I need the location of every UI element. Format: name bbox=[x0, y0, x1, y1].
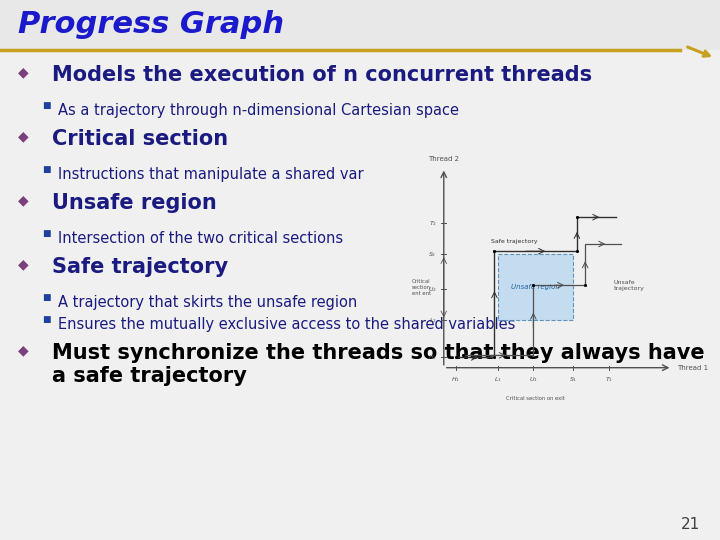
Text: Ensures the mutually exclusive access to the shared variables: Ensures the mutually exclusive access to… bbox=[58, 317, 516, 332]
Text: Unsafe region: Unsafe region bbox=[511, 284, 560, 291]
Text: Unsafe region: Unsafe region bbox=[52, 193, 217, 213]
Text: ◆: ◆ bbox=[18, 257, 29, 271]
Text: $U_1$: $U_1$ bbox=[529, 375, 538, 384]
Text: 21: 21 bbox=[680, 517, 700, 532]
Text: ◆: ◆ bbox=[18, 343, 29, 357]
Text: ◆: ◆ bbox=[18, 193, 29, 207]
Text: Models the execution of n concurrent threads: Models the execution of n concurrent thr… bbox=[52, 65, 592, 85]
Text: A trajectory that skirts the unsafe region: A trajectory that skirts the unsafe regi… bbox=[58, 295, 357, 310]
Text: Instructions that manipulate a shared var: Instructions that manipulate a shared va… bbox=[58, 167, 364, 182]
Text: ◆: ◆ bbox=[18, 65, 29, 79]
Text: $U_2$: $U_2$ bbox=[428, 285, 437, 294]
Text: ■: ■ bbox=[42, 293, 50, 302]
Text: $T_1$: $T_1$ bbox=[605, 375, 613, 384]
Text: ■: ■ bbox=[42, 165, 50, 174]
Text: $S_2$: $S_2$ bbox=[428, 250, 437, 259]
Text: Safe trajectory: Safe trajectory bbox=[491, 239, 538, 244]
Text: $H_1$: $H_1$ bbox=[451, 375, 460, 384]
Text: $L_1$: $L_1$ bbox=[494, 375, 502, 384]
Text: Critical
section
ent ent: Critical section ent ent bbox=[412, 279, 431, 295]
Text: Thread 2: Thread 2 bbox=[428, 156, 459, 161]
Text: ■: ■ bbox=[42, 315, 50, 324]
Text: ■: ■ bbox=[42, 229, 50, 238]
Bar bbox=[498, 254, 573, 320]
Text: $S_1$: $S_1$ bbox=[570, 375, 577, 384]
Text: Must synchronize the threads so that they always have
a safe trajectory: Must synchronize the threads so that the… bbox=[52, 343, 705, 386]
Text: Thread 1: Thread 1 bbox=[677, 364, 708, 370]
Text: $T_2$: $T_2$ bbox=[428, 219, 437, 228]
Text: As a trajectory through n-dimensional Cartesian space: As a trajectory through n-dimensional Ca… bbox=[58, 103, 459, 118]
Text: Critical section on exit: Critical section on exit bbox=[506, 395, 565, 401]
Text: ■: ■ bbox=[42, 101, 50, 110]
Bar bbox=[0, 0, 720, 50]
Text: Critical section: Critical section bbox=[52, 129, 228, 149]
Text: ◆: ◆ bbox=[18, 129, 29, 143]
Text: $L_2$: $L_2$ bbox=[429, 316, 437, 325]
Text: Unsafe
trajectory: Unsafe trajectory bbox=[613, 280, 644, 291]
Text: Safe trajectory: Safe trajectory bbox=[52, 257, 228, 277]
Text: Intersection of the two critical sections: Intersection of the two critical section… bbox=[58, 231, 343, 246]
Text: $H_2$: $H_2$ bbox=[428, 353, 437, 362]
Text: Progress Graph: Progress Graph bbox=[18, 10, 284, 39]
